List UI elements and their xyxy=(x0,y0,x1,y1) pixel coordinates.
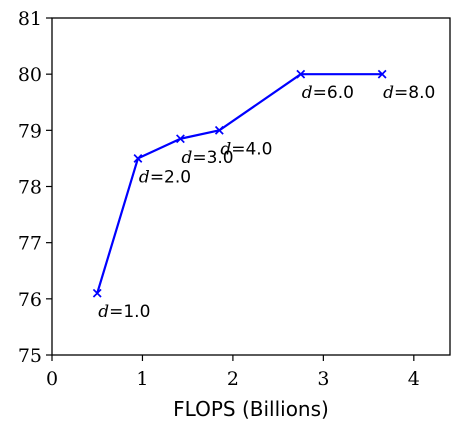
point-label-value: =3.0 xyxy=(192,148,233,168)
x-tick-label: 3 xyxy=(317,368,329,390)
x-tick-label: 1 xyxy=(136,368,148,390)
y-tick-label: 76 xyxy=(18,289,42,311)
y-tick-label: 75 xyxy=(18,345,42,367)
point-label-variable: d xyxy=(220,139,231,159)
point-label-value: =6.0 xyxy=(313,83,354,103)
data-point-marker xyxy=(92,288,102,298)
series-line xyxy=(96,73,383,294)
point-label-variable: d xyxy=(302,83,313,103)
y-tick-label: 78 xyxy=(18,177,42,199)
y-tick-label: 81 xyxy=(18,8,42,30)
data-point-marker xyxy=(377,69,387,79)
data-point-marker xyxy=(133,154,143,163)
y-axis: 75 76 77 78 79 80 81 xyxy=(18,8,52,367)
data-point-label: d=3.0 xyxy=(181,148,233,168)
data-point-label: d=6.0 xyxy=(302,83,354,103)
x-tick-label: 0 xyxy=(46,368,58,390)
x-tick-label: 2 xyxy=(227,368,239,390)
data-point-marker xyxy=(296,69,306,79)
point-labels: d=1.0d=2.0d=3.0d=4.0d=6.0 d=8.0 xyxy=(98,83,435,322)
series-layer xyxy=(92,69,387,298)
x-axis-title: FLOPS (Billions) xyxy=(173,397,329,421)
point-label-value: =8.0 xyxy=(394,83,435,103)
point-label-value: =2.0 xyxy=(150,167,191,187)
point-label-value: =4.0 xyxy=(231,139,272,159)
y-tick-label: 80 xyxy=(18,64,42,86)
point-label-value: =1.0 xyxy=(109,302,150,322)
data-point-marker xyxy=(176,134,185,144)
point-label-variable: d xyxy=(383,83,394,103)
data-point-label: d=8.0 xyxy=(383,83,435,103)
x-axis: 0 1 2 3 4 xyxy=(46,355,420,390)
y-tick-label: 79 xyxy=(18,120,42,142)
point-label-variable: d xyxy=(139,167,150,187)
point-label-variable: d xyxy=(98,302,109,322)
point-label-variable: d xyxy=(181,148,192,168)
data-point-label: d=2.0 xyxy=(139,167,191,187)
data-point-label: d=4.0 xyxy=(220,139,272,159)
data-point-marker xyxy=(214,125,224,135)
y-tick-label: 77 xyxy=(18,233,42,255)
x-tick-label: 4 xyxy=(408,368,420,390)
data-point-label: d=1.0 xyxy=(98,302,150,322)
